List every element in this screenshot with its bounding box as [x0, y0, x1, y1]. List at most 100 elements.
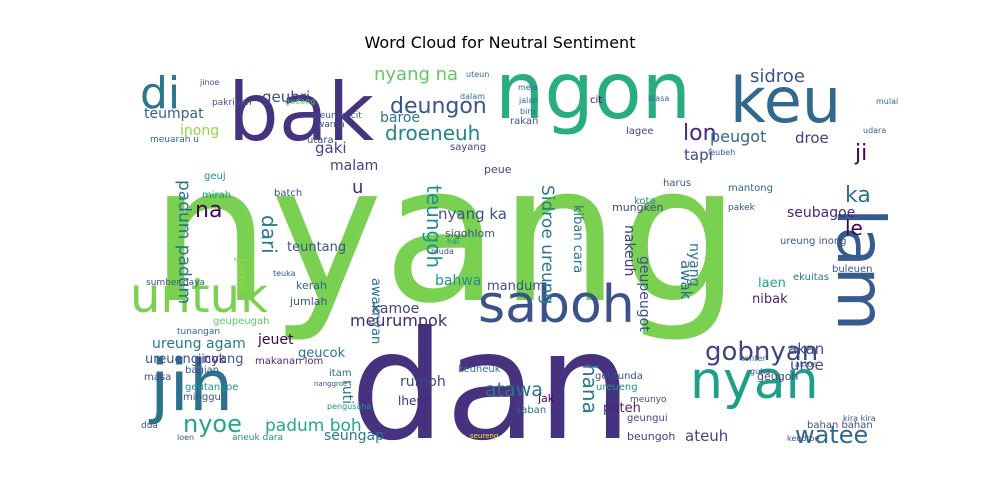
word: na — [195, 198, 222, 223]
word: guha — [750, 367, 770, 376]
word: droe — [795, 129, 829, 147]
word: nibak — [752, 292, 788, 307]
word: sigohlom — [445, 227, 495, 240]
word: lam — [822, 208, 899, 331]
word: sidroe — [750, 66, 805, 87]
word: meunyo — [630, 395, 667, 405]
word: saban — [516, 405, 546, 416]
word: tapi — [684, 146, 713, 164]
word: meurumpok — [350, 311, 448, 330]
word: nyoe — [183, 410, 242, 438]
word: nyang — [150, 124, 740, 345]
word: teuntang — [287, 240, 346, 255]
word: kota — [634, 196, 656, 207]
word: biru — [520, 107, 536, 116]
word: nyang — [686, 243, 702, 287]
word: geupeugah — [213, 316, 270, 327]
word: harus — [663, 178, 691, 189]
word: gobnyan — [705, 337, 818, 367]
word: warna — [317, 120, 345, 130]
word: jicok — [197, 352, 226, 366]
word: seungap — [324, 428, 384, 444]
word: uteun — [466, 70, 489, 79]
word: konter — [740, 354, 766, 363]
word: ka — [845, 183, 871, 208]
word: jeuet — [257, 332, 294, 348]
word: puteh — [603, 401, 641, 416]
word: geupeugot — [636, 256, 652, 332]
word: malam — [330, 158, 378, 174]
word: padum boh — [265, 416, 362, 436]
word: le — [845, 216, 863, 240]
word: bak — [228, 66, 375, 159]
word: uroe — [790, 356, 824, 374]
word: buleuen — [832, 264, 872, 275]
word: lheuh — [398, 394, 432, 408]
word: teuka — [273, 269, 296, 278]
word: ateuh — [685, 427, 728, 445]
word: seureng — [470, 432, 498, 440]
word: bahan bahan — [807, 420, 873, 431]
word: geuj — [204, 171, 226, 182]
word: lon — [683, 121, 717, 146]
word: keudroe — [787, 434, 819, 443]
word: biasa — [648, 94, 669, 103]
word: kira kira — [843, 414, 876, 423]
word: jih — [148, 345, 233, 427]
word: muda — [431, 247, 454, 256]
word: pakriban — [212, 98, 252, 108]
word: kiban cara — [570, 205, 585, 273]
word: ureung agam — [152, 336, 246, 352]
word: nanggroe — [314, 380, 347, 388]
word: peue — [484, 163, 512, 176]
word: seubagoe — [787, 205, 855, 221]
word: minggu — [183, 392, 221, 403]
word: hai — [447, 237, 459, 246]
word: itam — [329, 368, 352, 379]
word: dari — [257, 215, 281, 254]
word: nyang na — [374, 64, 458, 85]
word: sayang — [450, 142, 486, 153]
word: masa — [144, 372, 171, 383]
word: awak — [677, 260, 695, 300]
word: mulai — [876, 97, 898, 106]
word: geugoh — [757, 370, 798, 383]
word: jumlah — [289, 295, 328, 308]
word: loen — [177, 433, 194, 442]
word: meuarah u — [150, 135, 199, 145]
word: laen — [758, 276, 786, 291]
word: geutunda — [595, 371, 643, 382]
word: nyan — [690, 351, 819, 411]
word: keu — [730, 64, 841, 137]
word: ureung inong — [780, 236, 847, 247]
word: geungui — [627, 413, 668, 424]
word: watee — [795, 421, 868, 449]
word: gudang — [285, 97, 315, 106]
word: mandum — [487, 279, 545, 294]
word: baroe — [380, 110, 420, 126]
word: rumoh — [400, 374, 446, 390]
word: geutanyoe — [185, 382, 238, 393]
word: pakek — [728, 203, 756, 213]
word: kerah — [296, 279, 327, 292]
word: bagian — [185, 365, 219, 376]
chart-title: Word Cloud for Neutral Sentiment — [364, 33, 636, 52]
word: teungoh — [422, 185, 446, 268]
word: meja — [518, 83, 538, 92]
word: udara — [863, 126, 886, 135]
word: ureueng nyang — [145, 352, 244, 367]
word: nakeuh — [621, 225, 637, 276]
word: ji — [854, 141, 867, 166]
word: teumpat — [144, 106, 204, 122]
word: ruti — [339, 380, 355, 404]
word: ekuitas — [793, 272, 829, 283]
word: saboh — [478, 275, 635, 335]
word: akan — [788, 340, 824, 358]
word: jak — [537, 392, 555, 405]
word: awaknyan — [368, 278, 383, 344]
word: nyang ka — [438, 205, 507, 223]
word: ureueng — [596, 382, 638, 393]
word: jinoe — [199, 78, 219, 87]
word: kamoe — [372, 301, 419, 317]
